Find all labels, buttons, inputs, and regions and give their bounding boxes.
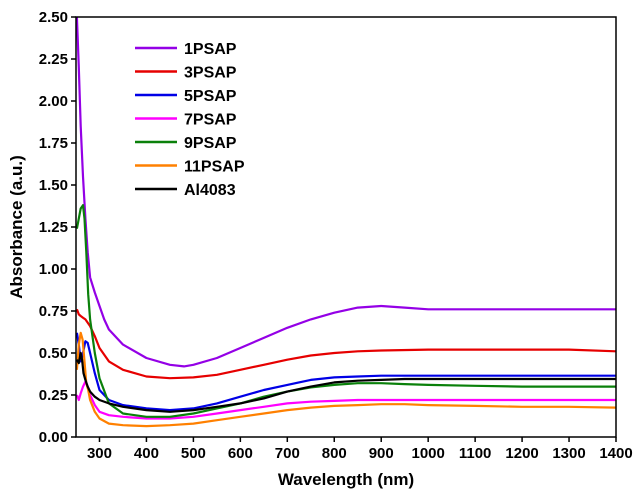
legend-label-5psap: 5PSAP: [184, 88, 237, 105]
x-tick-label: 1000: [411, 445, 444, 462]
x-tick-label: 1200: [505, 445, 538, 462]
y-tick-label: 1.25: [39, 219, 68, 236]
legend-label-3psap: 3PSAP: [184, 65, 237, 82]
x-tick-label: 1300: [552, 445, 585, 462]
x-tick-label: 1100: [459, 445, 492, 462]
x-tick-label: 900: [369, 445, 394, 462]
series-layer: [75, 16, 617, 428]
x-tick-label: 700: [275, 445, 300, 462]
x-tick-label: 500: [181, 445, 206, 462]
series-line-1psap: [75, 16, 616, 368]
y-tick-label: 0.75: [39, 303, 68, 320]
series-line-3psap: [75, 308, 617, 380]
y-tick-label: 1.75: [39, 135, 68, 152]
legend-label-al4083: Al4083: [184, 182, 236, 199]
legend-label-1psap: 1PSAP: [184, 41, 237, 58]
y-tick-label: 2.50: [39, 9, 68, 26]
y-tick-label: 2.25: [39, 51, 68, 68]
y-tick-label: 0.50: [39, 345, 68, 362]
x-tick-label: 1400: [599, 445, 632, 462]
y-tick-label: 2.00: [39, 93, 68, 110]
y-tick-label: 0.00: [39, 429, 68, 446]
x-tick-label: 400: [134, 445, 159, 462]
series-line-5psap: [75, 332, 616, 412]
x-tick-label: 800: [322, 445, 347, 462]
series-line-9psap: [75, 204, 616, 418]
x-tick-label: 300: [87, 445, 112, 462]
series-line-al4083: [75, 351, 616, 413]
y-tick-label: 0.25: [39, 387, 68, 404]
series-line-11psap: [75, 331, 617, 428]
legend: 1PSAP 3PSAP 5PSAP 7PSAP 9PSAP 11PSAP Al4083: [135, 41, 245, 199]
y-axis-title: Absorbance (a.u.): [7, 155, 26, 299]
x-tick-label: 600: [228, 445, 253, 462]
x-axis-title: Wavelength (nm): [278, 470, 414, 489]
legend-label-9psap: 9PSAP: [184, 135, 237, 152]
plot-frame: [75, 16, 617, 438]
y-tick-label: 1.50: [39, 177, 68, 194]
legend-label-11psap: 11PSAP: [184, 159, 245, 176]
legend-label-7psap: 7PSAP: [184, 112, 237, 129]
ticks-layer: 300 400 500 600 700 800 900 1000 1100 1200 1300 140…: [39, 9, 633, 462]
y-tick-label: 1.00: [39, 261, 68, 278]
